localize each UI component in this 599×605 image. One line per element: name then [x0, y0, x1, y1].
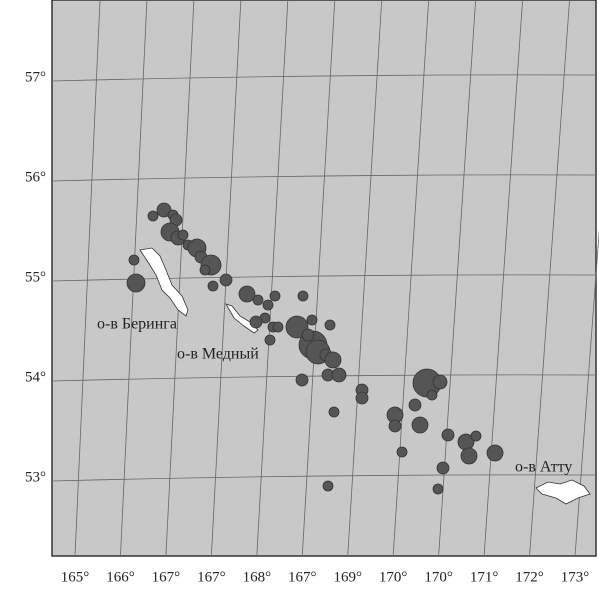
epicenter [301, 328, 315, 342]
epicenter [199, 264, 211, 276]
epicenter [207, 280, 219, 292]
epicenter [388, 419, 402, 433]
epicenter [147, 210, 159, 222]
epicenter [128, 254, 140, 266]
x-tick-label: 169° [333, 569, 362, 585]
island-label: о-в Атту [515, 459, 572, 476]
meridian-line [392, 0, 430, 557]
y-tick-label: 54° [25, 369, 46, 385]
epicenter [411, 416, 429, 434]
epicenter [396, 446, 408, 458]
epicenter [269, 290, 281, 302]
attu-island [535, 479, 591, 505]
epicenter [262, 299, 274, 311]
epicenter [328, 406, 340, 418]
epicenter [177, 229, 189, 241]
meridian-line [74, 0, 101, 557]
epicenter [436, 461, 450, 475]
epicenter [486, 444, 504, 462]
epicenter [432, 483, 444, 495]
x-tick-label: 170° [424, 569, 453, 585]
x-tick-label: 171° [470, 569, 499, 585]
island-label: о-в Медный [177, 346, 259, 363]
epicenter [432, 374, 448, 390]
x-tick-label: 168° [243, 569, 272, 585]
epicenter [219, 273, 233, 287]
epicenter [252, 294, 264, 306]
epicenters [126, 202, 504, 495]
epicenter [426, 389, 438, 401]
y-tick-label: 57° [25, 69, 46, 85]
x-tick-label: 165° [61, 569, 90, 585]
epicenter [408, 398, 422, 412]
bering-island [139, 247, 189, 317]
meridian-line [574, 229, 599, 557]
parallel-line [51, 174, 597, 182]
epicenter [249, 315, 263, 329]
meridian-line [347, 0, 383, 557]
meridian-line [529, 0, 570, 557]
x-tick-label: 167° [197, 569, 226, 585]
epicenter [324, 319, 336, 331]
epicenter [238, 285, 256, 303]
epicenter [322, 480, 334, 492]
epicenter [460, 447, 478, 465]
y-tick-label: 55° [25, 269, 46, 285]
meridian-line [483, 0, 523, 557]
meridian-line [256, 0, 289, 557]
parallel-line [51, 474, 597, 482]
medny-island [225, 303, 259, 334]
y-tick-label: 53° [25, 469, 46, 485]
x-tick-label: 173° [561, 569, 590, 585]
epicenter [264, 334, 276, 346]
x-tick-label: 172° [515, 569, 544, 585]
meridian-line [165, 0, 195, 557]
epicenter [272, 321, 284, 333]
epicenter [306, 314, 318, 326]
island-label: о-в Беринга [97, 316, 177, 333]
epicenter [470, 430, 482, 442]
epicenter [331, 367, 347, 383]
epicenter [126, 273, 146, 293]
epicenter [297, 290, 309, 302]
x-tick-label: 166° [106, 569, 135, 585]
y-tick-label: 56° [25, 169, 46, 185]
meridian-line [301, 0, 336, 557]
epicenter [355, 391, 369, 405]
epicenter [295, 373, 309, 387]
x-tick-label: 167° [152, 569, 181, 585]
epicenter [441, 428, 455, 442]
parallel-line [51, 74, 597, 82]
x-tick-label: 170° [379, 569, 408, 585]
labels: 53° 54° 55° 56° 57° 165° 166° 167° 167° 168° 167° 1… [25, 69, 589, 585]
epicenter [324, 351, 342, 369]
x-tick-label: 167° [288, 569, 317, 585]
